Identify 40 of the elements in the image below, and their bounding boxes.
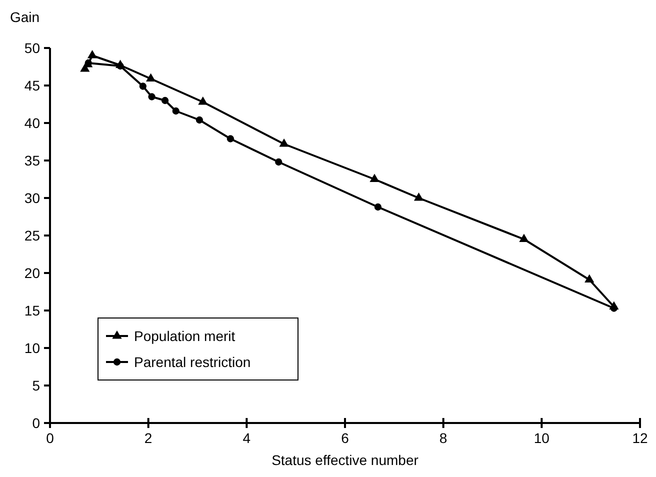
point [370,174,380,182]
point [148,93,156,100]
y-tick-label: 15 [24,302,40,318]
point [519,234,529,242]
y-tick-label: 25 [24,228,40,244]
x-tick-label: 12 [632,430,648,446]
x-tick-label: 6 [341,430,350,446]
x-tick-label: 0 [46,430,54,446]
y-tick-label: 35 [24,152,40,168]
x-tick-label: 2 [144,430,152,446]
y-tick-label: 20 [24,265,40,281]
y-tick-label: 45 [24,78,40,94]
point [610,304,618,312]
point [87,50,98,58]
point [139,82,146,90]
y-tick-label: 5 [32,378,40,394]
x-tick-label: 4 [242,430,251,446]
x-tick-label: 10 [534,430,550,446]
point [226,135,234,142]
y-axis-title: Gain [10,9,40,25]
point [198,96,208,105]
y-tick-label: 10 [24,340,40,356]
point [161,96,169,104]
point [584,274,594,283]
point [279,138,289,147]
y-tick-label: 50 [24,40,40,56]
legend-label: Population merit [134,328,236,344]
point [172,107,180,115]
y-tick-label: 30 [24,190,40,206]
x-axis-title: Status effective number [272,452,419,468]
point [116,62,124,70]
y-tick-label: 0 [32,415,40,431]
point [374,203,382,211]
x-tick-label: 8 [439,430,448,446]
y-tick-label: 40 [24,115,40,131]
legend-label: Parental restriction [134,354,251,370]
point [146,73,156,82]
point [275,158,282,166]
point [414,192,424,201]
point [196,116,204,124]
